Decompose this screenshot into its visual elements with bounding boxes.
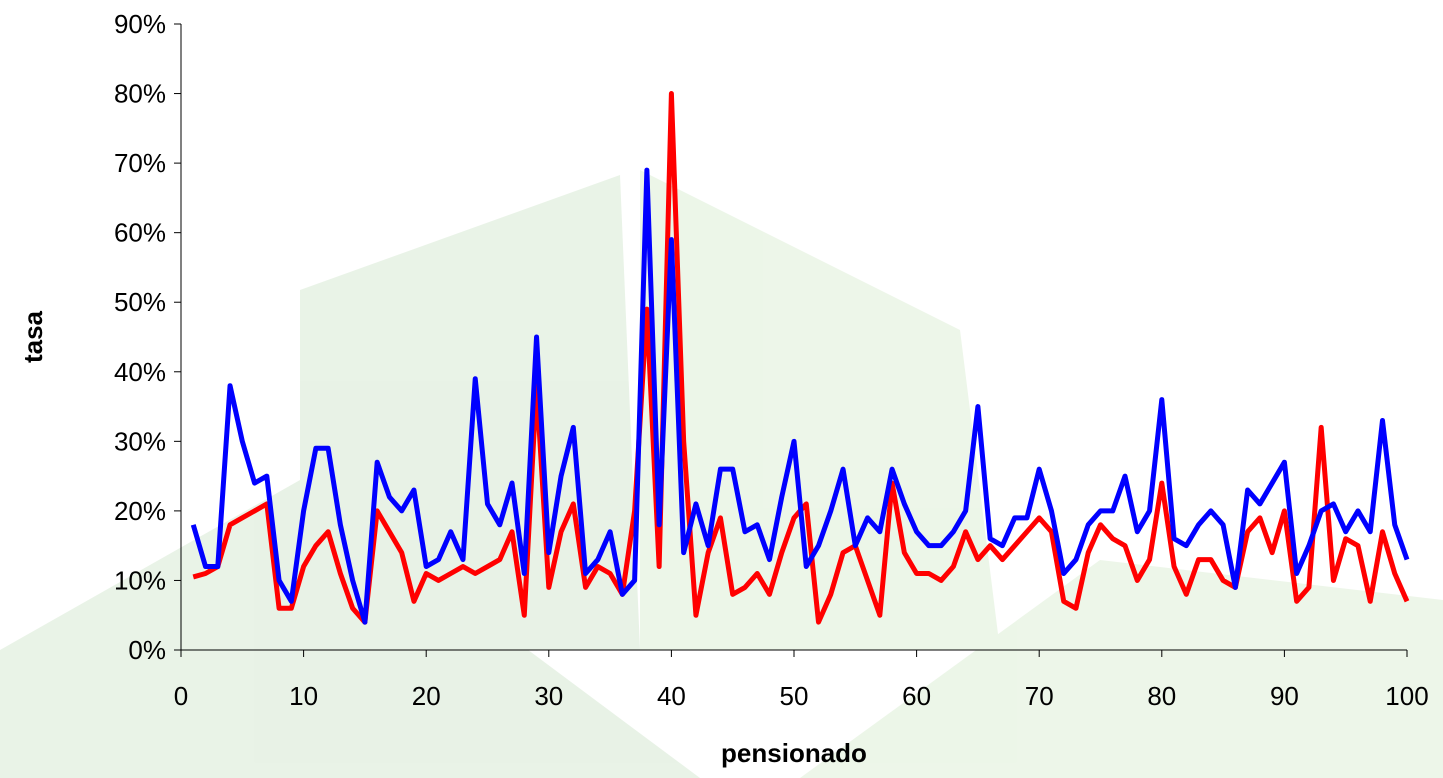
watermark-shape [300,175,640,650]
series-line [190,167,1410,625]
y-tick-label: 60% [114,218,166,248]
x-tick-label: 30 [534,681,563,711]
x-tick-label: 100 [1385,681,1428,711]
watermark-shape [640,170,1000,650]
y-tick-label: 0% [128,635,166,665]
y-tick-label: 80% [114,79,166,109]
y-axis-title: tasa [18,310,48,363]
x-tick-label: 40 [657,681,686,711]
y-tick-label: 70% [114,148,166,178]
y-tick-label: 50% [114,287,166,317]
x-tick-label: 20 [412,681,441,711]
x-tick-label: 60 [902,681,931,711]
y-tick-label: 30% [114,426,166,456]
x-tick-label: 90 [1270,681,1299,711]
x-tick-label: 80 [1147,681,1176,711]
y-tick-label: 40% [114,357,166,387]
y-tick-label: 20% [114,496,166,526]
x-axis-title: pensionado [721,738,867,768]
watermark-shape [800,560,1443,778]
y-tick-label: 90% [114,9,166,39]
x-tick-label: 50 [780,681,809,711]
y-tick-label: 10% [114,565,166,595]
watermark-shape [0,480,700,778]
x-tick-label: 10 [289,681,318,711]
watermark [0,170,1443,778]
x-tick-label: 70 [1025,681,1054,711]
x-tick-label: 0 [174,681,188,711]
